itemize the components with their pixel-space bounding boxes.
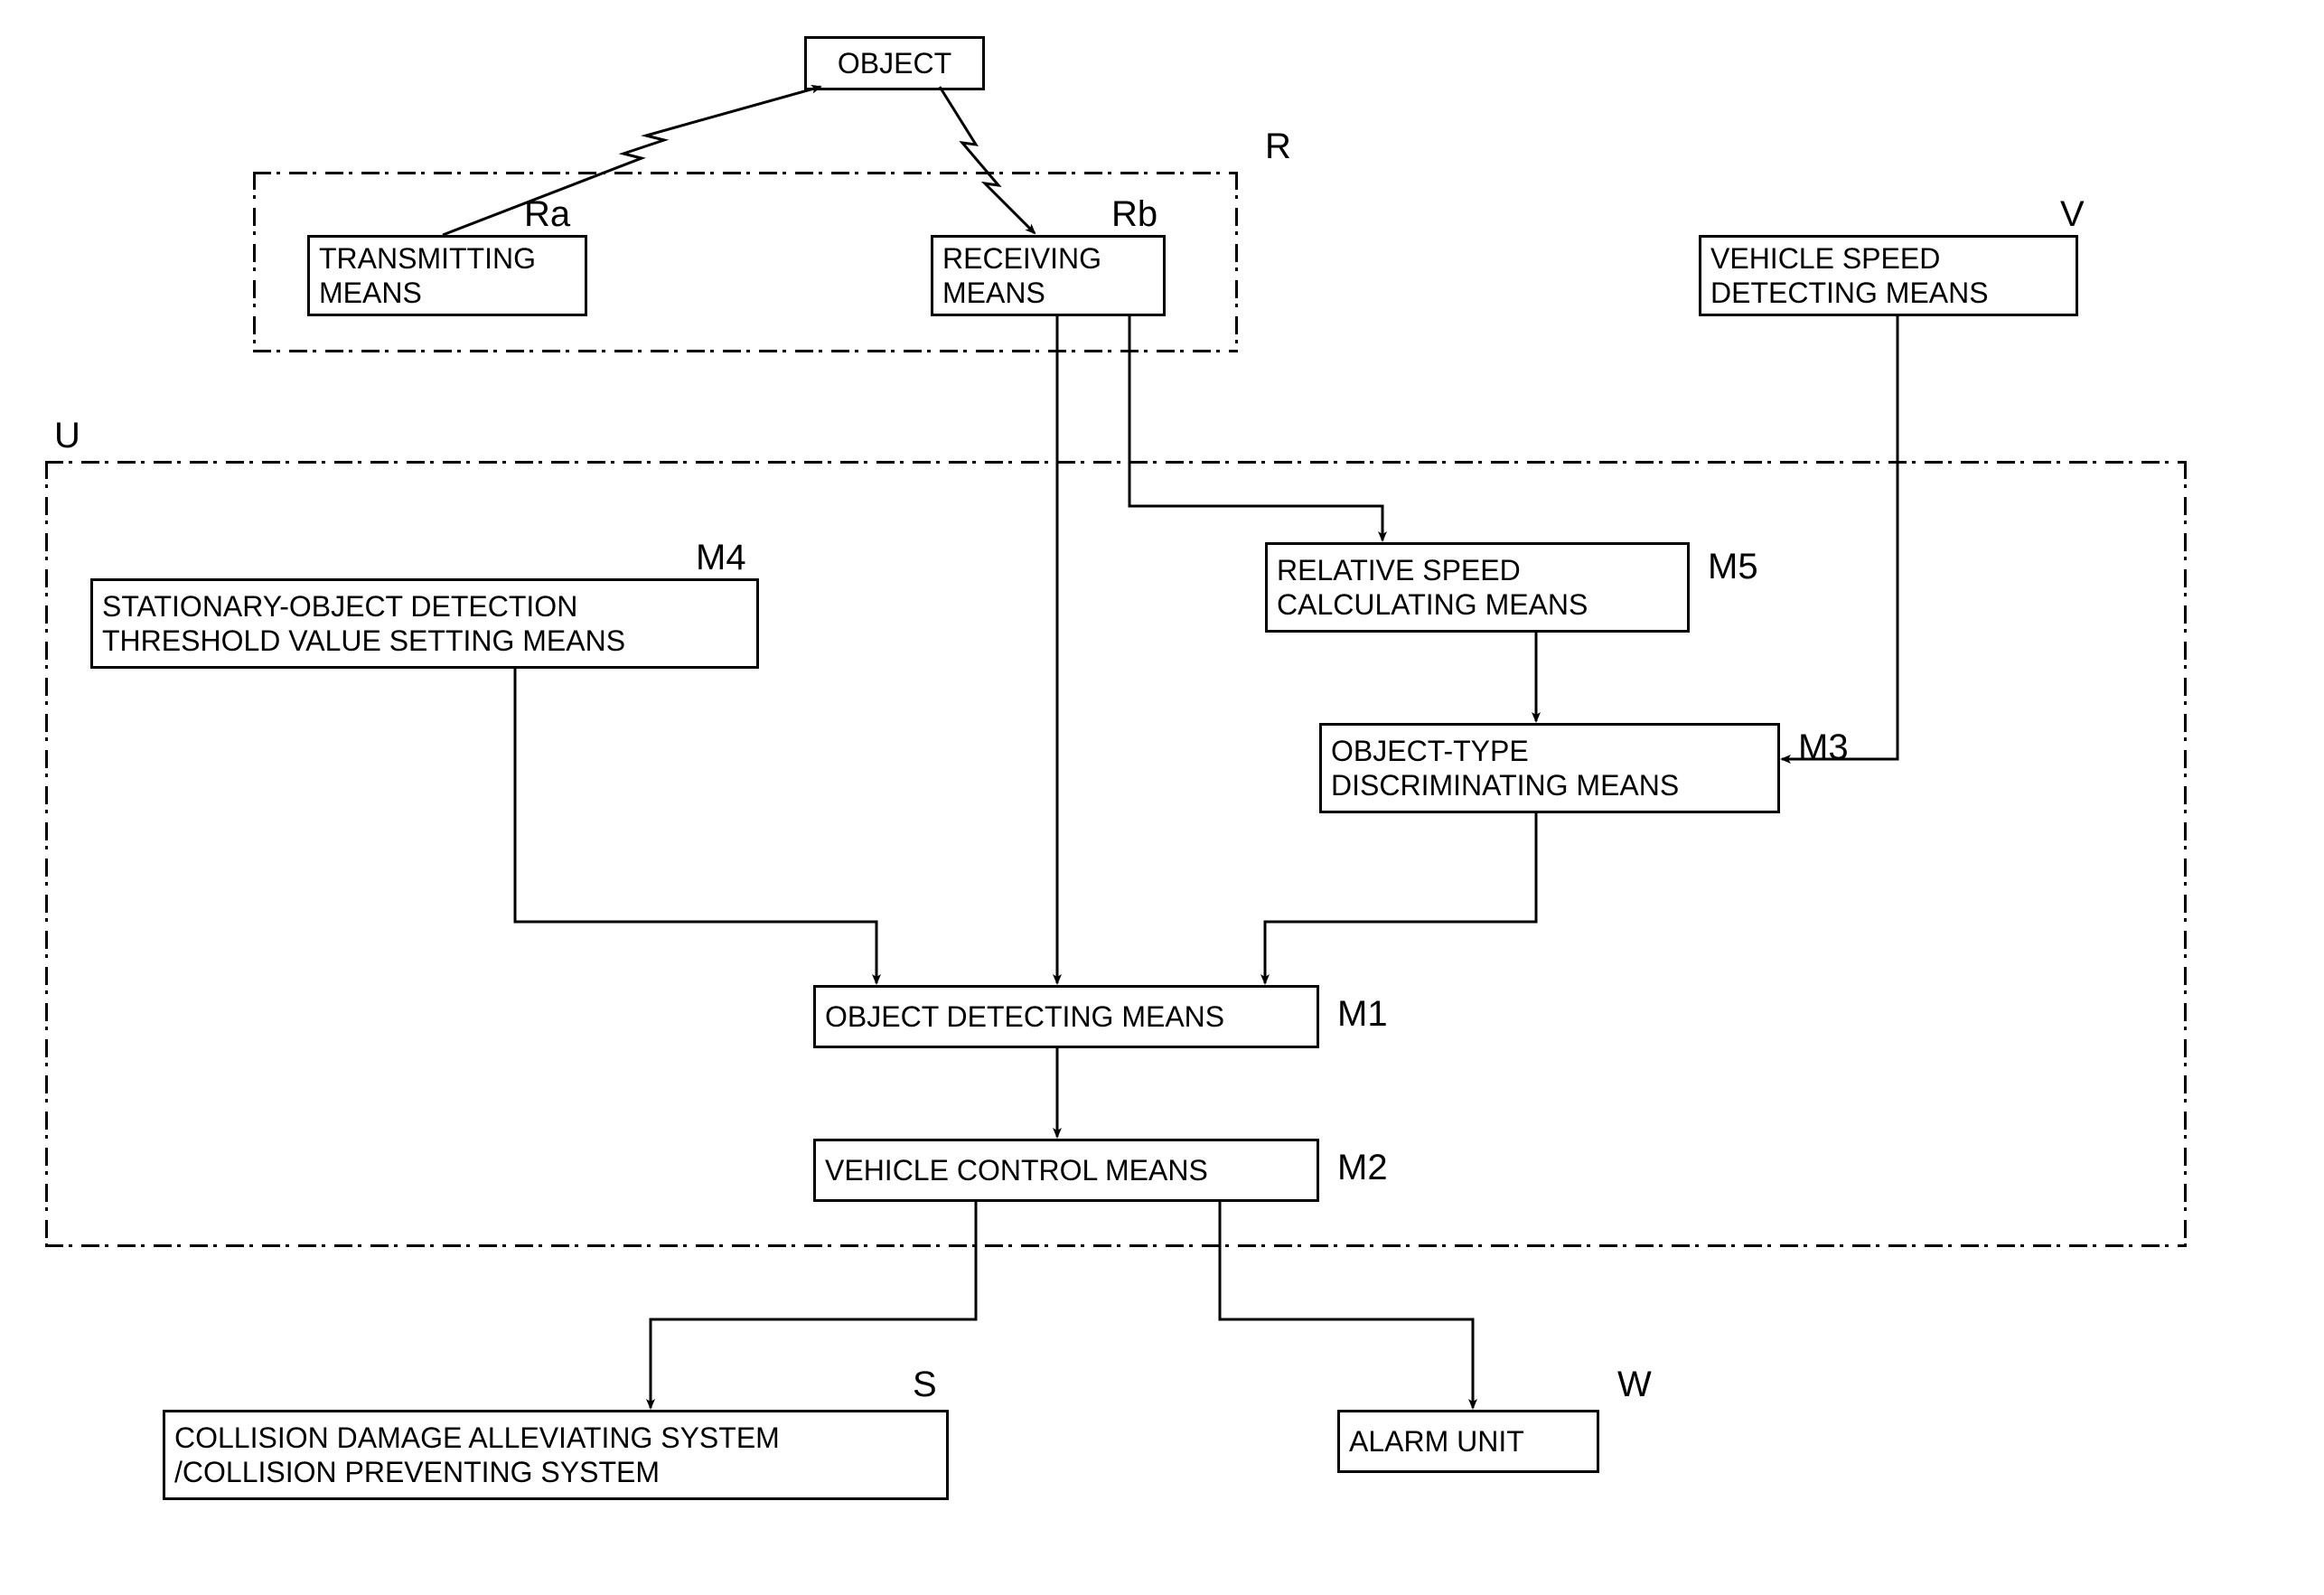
tag-m2: M2	[1337, 1148, 1388, 1188]
node-receiving: RECEIVING MEANS	[931, 235, 1166, 316]
node-collision-text: COLLISION DAMAGE ALLEVIATING SYSTEM /COL…	[174, 1421, 780, 1490]
tag-rb: Rb	[1111, 194, 1157, 235]
node-object-type: OBJECT-TYPE DISCRIMINATING MEANS	[1319, 723, 1780, 813]
node-object: OBJECT	[804, 36, 985, 90]
group-u-label: U	[54, 416, 80, 456]
node-vehicle-control: VEHICLE CONTROL MEANS	[813, 1139, 1319, 1202]
tag-m3: M3	[1798, 727, 1849, 768]
node-alarm-text: ALARM UNIT	[1349, 1424, 1524, 1459]
node-object-text: OBJECT	[838, 46, 951, 80]
node-transmitting: TRANSMITTING MEANS	[307, 235, 587, 316]
group-r-label: R	[1265, 127, 1291, 167]
node-object-type-text: OBJECT-TYPE DISCRIMINATING MEANS	[1331, 734, 1679, 803]
tag-ra: Ra	[524, 194, 570, 235]
tag-w: W	[1617, 1365, 1652, 1405]
node-object-detecting: OBJECT DETECTING MEANS	[813, 985, 1319, 1048]
node-object-detecting-text: OBJECT DETECTING MEANS	[825, 999, 1224, 1034]
tag-v: V	[2060, 194, 2085, 235]
tag-s: S	[913, 1365, 937, 1405]
tag-m4: M4	[696, 538, 746, 578]
node-stationary: STATIONARY-OBJECT DETECTION THRESHOLD VA…	[90, 578, 759, 669]
node-vehicle-speed: VEHICLE SPEED DETECTING MEANS	[1699, 235, 2078, 316]
node-receiving-text: RECEIVING MEANS	[942, 241, 1101, 311]
node-relative-speed-text: RELATIVE SPEED CALCULATING MEANS	[1277, 553, 1588, 623]
tag-m5: M5	[1708, 547, 1758, 587]
node-alarm: ALARM UNIT	[1337, 1410, 1599, 1473]
node-relative-speed: RELATIVE SPEED CALCULATING MEANS	[1265, 542, 1690, 633]
tag-m1: M1	[1337, 994, 1388, 1035]
node-stationary-text: STATIONARY-OBJECT DETECTION THRESHOLD VA…	[102, 589, 625, 659]
node-collision: COLLISION DAMAGE ALLEVIATING SYSTEM /COL…	[163, 1410, 949, 1500]
node-transmitting-text: TRANSMITTING MEANS	[319, 241, 536, 311]
node-vehicle-control-text: VEHICLE CONTROL MEANS	[825, 1153, 1208, 1187]
node-vehicle-speed-text: VEHICLE SPEED DETECTING MEANS	[1710, 241, 1989, 311]
